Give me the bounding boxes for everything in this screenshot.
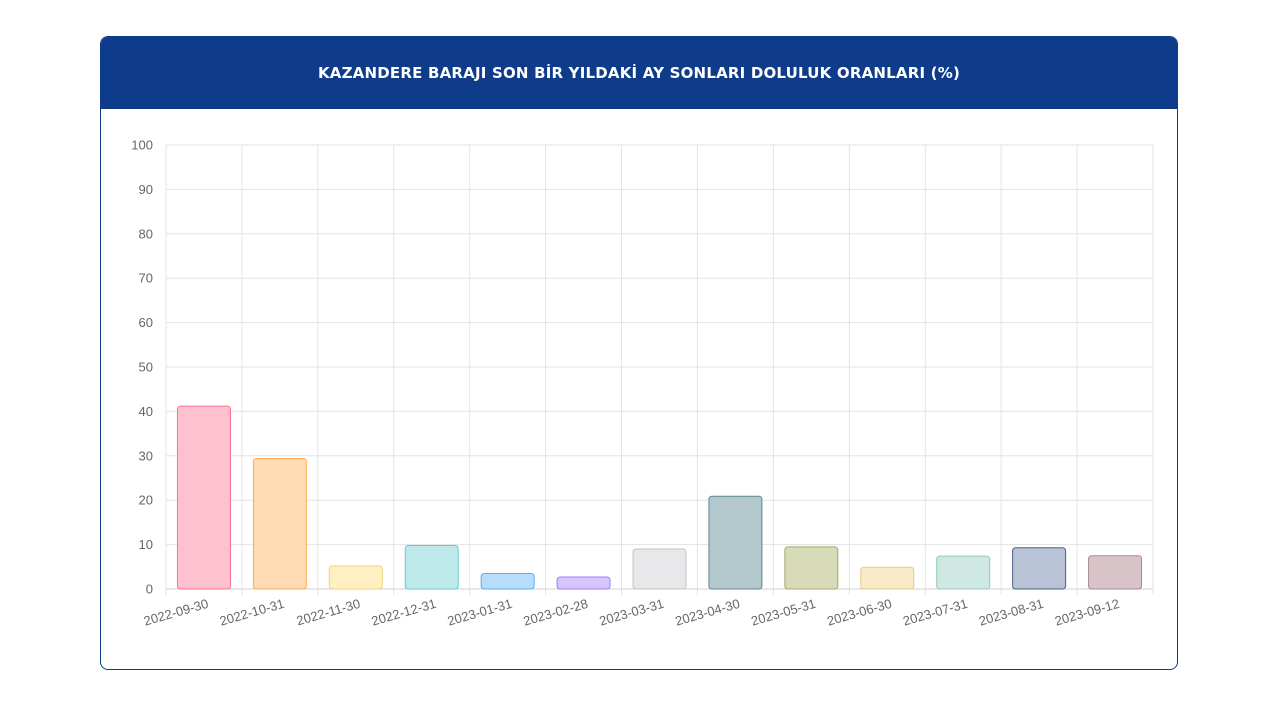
y-tick-label: 50 — [139, 360, 153, 375]
x-tick-label: 2023-02-28 — [522, 596, 590, 629]
bar — [404, 544, 459, 590]
x-tick-label: 2022-10-31 — [218, 596, 286, 629]
bar — [860, 566, 915, 590]
bar — [328, 565, 383, 590]
x-tick-label: 2023-03-31 — [598, 596, 666, 629]
y-tick-label: 70 — [139, 271, 153, 286]
y-tick-label: 10 — [139, 537, 153, 552]
bar — [708, 495, 763, 590]
y-tick-label: 40 — [139, 404, 153, 419]
bar — [1012, 547, 1067, 590]
x-tick-label: 2023-05-31 — [749, 596, 817, 629]
y-tick-label: 60 — [139, 315, 153, 330]
x-tick-label: 2023-01-31 — [446, 596, 514, 629]
x-tick-label: 2023-06-30 — [825, 596, 893, 629]
bar — [252, 457, 307, 590]
bar — [176, 405, 231, 590]
x-tick-label: 2022-11-30 — [295, 596, 362, 628]
bar — [556, 576, 611, 590]
bar — [936, 555, 991, 590]
bar — [632, 548, 687, 590]
y-tick-label: 90 — [139, 182, 153, 197]
x-tick-label: 2022-09-30 — [142, 596, 210, 629]
x-tick-label: 2023-09-12 — [1053, 596, 1121, 629]
y-tick-label: 0 — [146, 582, 153, 597]
y-tick-label: 30 — [139, 448, 153, 463]
y-tick-label: 100 — [131, 138, 153, 153]
x-tick-label: 2023-04-30 — [673, 596, 741, 629]
y-tick-label: 80 — [139, 226, 153, 241]
bar — [784, 546, 839, 590]
x-tick-label: 2023-08-31 — [977, 596, 1045, 629]
bar — [480, 572, 535, 590]
x-tick-label: 2022-12-31 — [370, 596, 438, 629]
x-tick-label: 2023-07-31 — [901, 596, 969, 629]
chart-title: KAZANDERE BARAJI SON BİR YILDAKİ AY SONL… — [101, 37, 1177, 109]
y-tick-label: 20 — [139, 493, 153, 508]
bar — [1088, 555, 1143, 590]
